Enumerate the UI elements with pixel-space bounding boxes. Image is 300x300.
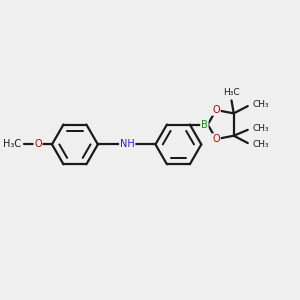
Text: CH₃: CH₃	[253, 100, 269, 109]
Text: H₃C: H₃C	[223, 88, 240, 97]
Text: O: O	[34, 140, 42, 149]
Text: B: B	[201, 120, 208, 130]
Text: O: O	[212, 105, 220, 115]
Text: O: O	[212, 134, 220, 144]
Text: CH₃: CH₃	[253, 140, 269, 149]
Text: CH₃: CH₃	[253, 124, 269, 133]
Text: NH: NH	[120, 140, 135, 149]
Text: H₃C: H₃C	[3, 140, 21, 149]
